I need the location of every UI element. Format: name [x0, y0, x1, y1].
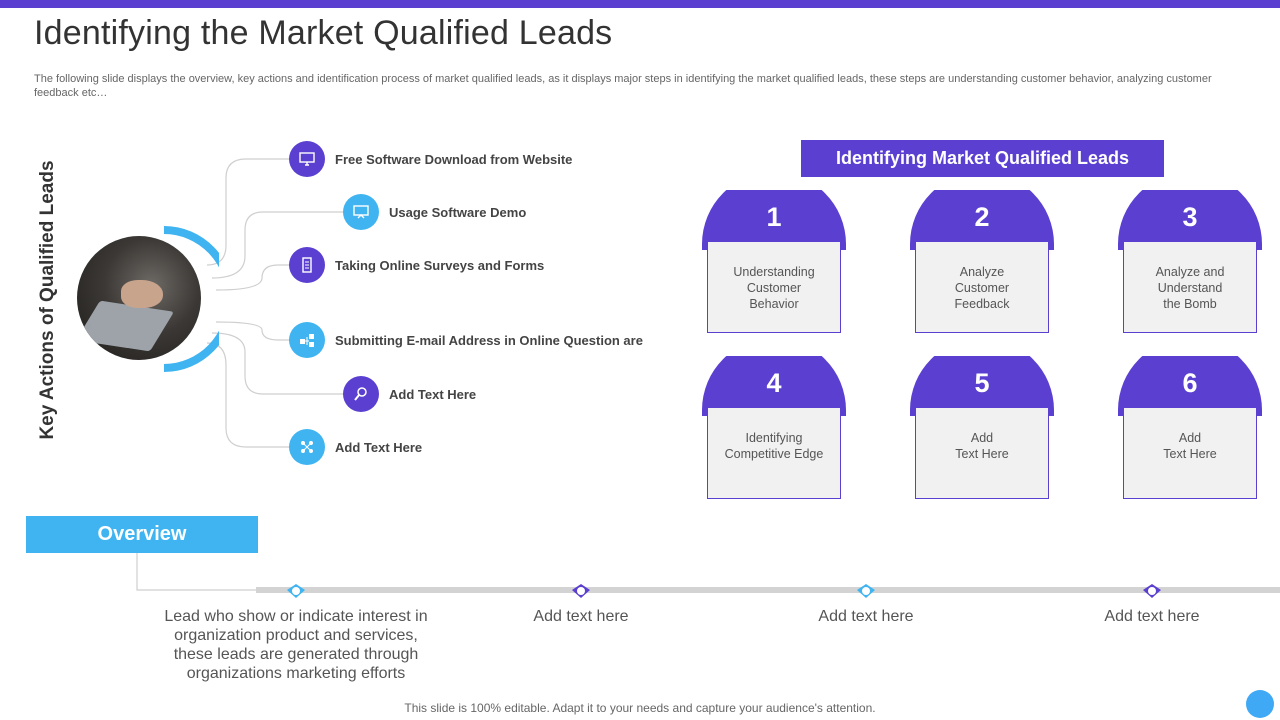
slide-subtitle: The following slide displays the overvie…: [34, 73, 1212, 99]
magnifier-icon: [343, 376, 379, 412]
action-item-2: Usage Software Demo: [343, 194, 526, 230]
step-text: Add Text Here: [1163, 431, 1217, 461]
top-accent-bar: [0, 0, 1280, 8]
person-laptop-photo: [77, 236, 201, 360]
step-number: 2: [974, 202, 990, 232]
step-number: 4: [766, 368, 782, 398]
action-item-4: Submitting E-mail Address in Online Ques…: [289, 322, 643, 358]
presentation-icon: [343, 194, 379, 230]
corner-decoration: [1246, 690, 1274, 718]
timeline-marker-3: [857, 584, 875, 598]
step-text: Analyze and Understand the Bomb: [1155, 265, 1225, 311]
step-card-1: 1 Understanding Customer Behavior: [702, 190, 846, 334]
step-text: Understanding Customer Behavior: [733, 265, 815, 311]
step-number: 1: [766, 202, 782, 232]
action-label: Submitting E-mail Address in Online Ques…: [335, 332, 643, 348]
document-icon: [289, 247, 325, 283]
timeline-marker-4: [1143, 584, 1161, 598]
network-icon: [289, 322, 325, 358]
action-label: Add Text Here: [389, 386, 477, 402]
step-card-2: 2 Analyze Customer Feedback: [910, 190, 1054, 334]
timeline-marker-2: [572, 584, 590, 598]
action-item-1: Free Software Download from Website: [289, 141, 572, 177]
step-text: Identifying Competitive Edge: [724, 431, 824, 461]
step-text: Add Text Here: [955, 431, 1009, 461]
step-text: Analyze Customer Feedback: [954, 265, 1010, 311]
step-card-3: 3 Analyze and Understand the Bomb: [1118, 190, 1262, 334]
step-number: 5: [974, 368, 990, 398]
action-label: Usage Software Demo: [389, 204, 527, 220]
action-label: Taking Online Surveys and Forms: [335, 257, 545, 273]
step-number: 3: [1182, 202, 1198, 232]
action-item-6: Add Text Here: [289, 429, 422, 465]
action-item-5: Add Text Here: [343, 376, 476, 412]
overview-heading: Overview: [26, 516, 258, 553]
share-icon: [289, 429, 325, 465]
action-item-3: Taking Online Surveys and Forms: [289, 247, 544, 283]
step-card-6: 6 Add Text Here: [1118, 356, 1262, 500]
identifying-heading: Identifying Market Qualified Leads: [801, 140, 1164, 177]
action-label: Add Text Here: [335, 439, 423, 455]
timeline-marker-1: [287, 584, 305, 598]
action-label: Free Software Download from Website: [335, 151, 573, 167]
monitor-icon: [289, 141, 325, 177]
step-card-4: 4 Identifying Competitive Edge: [702, 356, 846, 500]
overview-point-1: Lead who show or indicate interest in or…: [164, 608, 428, 682]
step-number: 6: [1182, 368, 1198, 398]
overview-point-2: Add text here: [533, 608, 629, 625]
overview-point-4: Add text here: [1104, 608, 1200, 625]
overview-point-3: Add text here: [818, 608, 914, 625]
footer-note: This slide is 100% editable. Adapt it to…: [404, 701, 876, 715]
step-card-5: 5 Add Text Here: [910, 356, 1054, 500]
slide-title: Identifying the Market Qualified Leads: [34, 14, 613, 52]
